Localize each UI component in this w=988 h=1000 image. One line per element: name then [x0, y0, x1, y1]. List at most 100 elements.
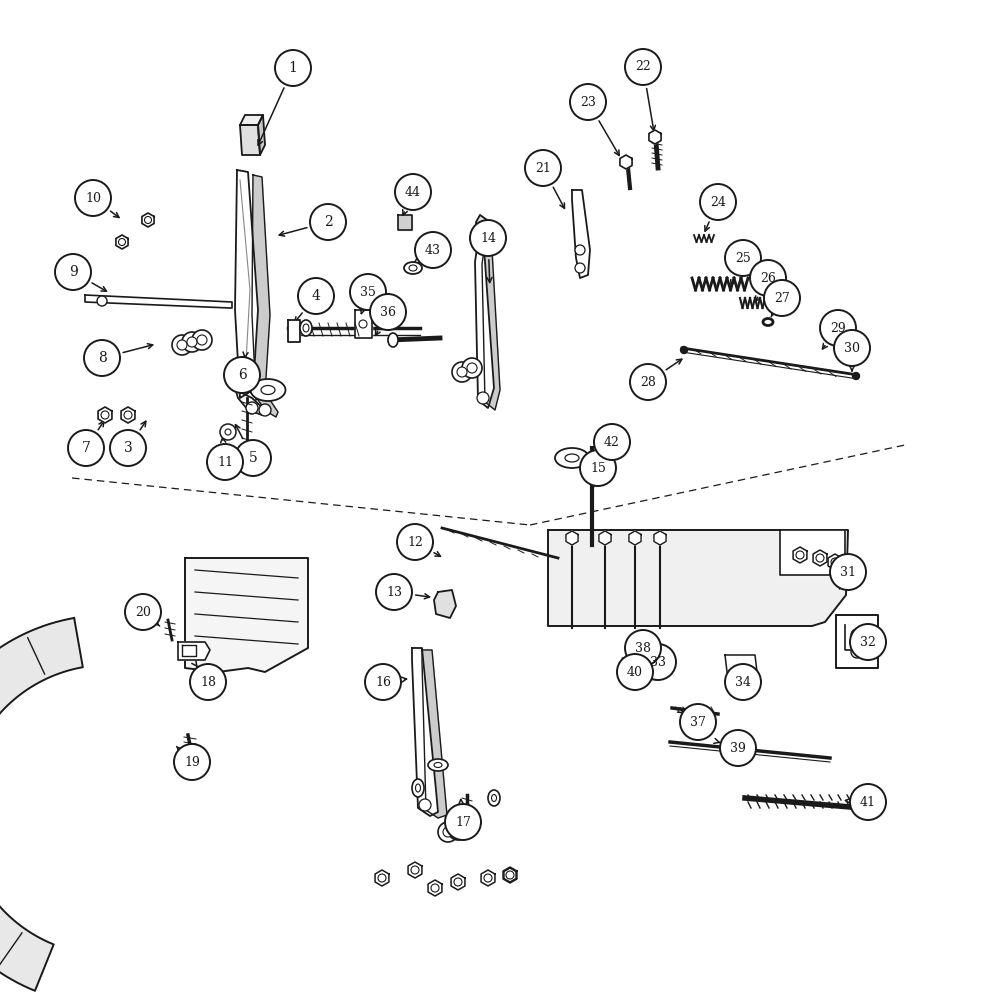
Circle shape [275, 50, 311, 86]
Text: 19: 19 [184, 756, 200, 768]
Circle shape [55, 254, 91, 290]
Text: 2: 2 [324, 215, 332, 229]
Circle shape [419, 799, 431, 811]
Circle shape [750, 260, 786, 296]
Circle shape [592, 464, 608, 480]
Polygon shape [836, 615, 878, 668]
Text: 12: 12 [407, 536, 423, 548]
Polygon shape [408, 862, 422, 878]
Circle shape [298, 278, 334, 314]
Text: 7: 7 [82, 441, 91, 455]
Text: 15: 15 [590, 462, 606, 475]
Text: 3: 3 [124, 441, 132, 455]
Polygon shape [599, 531, 611, 545]
Polygon shape [355, 310, 372, 338]
Polygon shape [504, 868, 516, 882]
Circle shape [725, 240, 761, 276]
Circle shape [235, 440, 271, 476]
Circle shape [640, 644, 676, 680]
Circle shape [725, 664, 761, 700]
Circle shape [97, 296, 107, 306]
Circle shape [850, 624, 886, 660]
Ellipse shape [261, 385, 275, 394]
Text: 25: 25 [735, 251, 751, 264]
Text: 32: 32 [861, 636, 876, 648]
Text: 26: 26 [760, 271, 776, 284]
Circle shape [187, 337, 197, 347]
Circle shape [681, 347, 688, 354]
Circle shape [506, 871, 514, 879]
Circle shape [144, 217, 151, 224]
Polygon shape [412, 648, 438, 816]
Text: 29: 29 [830, 322, 846, 334]
Text: 23: 23 [580, 96, 596, 108]
Circle shape [220, 424, 236, 440]
Polygon shape [142, 213, 154, 227]
Polygon shape [725, 655, 758, 680]
Ellipse shape [404, 262, 422, 274]
Text: 21: 21 [535, 161, 551, 174]
Circle shape [594, 424, 630, 460]
Circle shape [764, 280, 800, 316]
Text: 24: 24 [710, 196, 726, 209]
Circle shape [365, 664, 401, 700]
Polygon shape [654, 531, 666, 545]
Circle shape [570, 84, 606, 120]
Circle shape [580, 450, 616, 486]
Text: 22: 22 [635, 60, 651, 74]
Ellipse shape [428, 759, 448, 771]
Circle shape [820, 310, 856, 346]
Polygon shape [116, 235, 128, 249]
Polygon shape [476, 215, 490, 248]
Polygon shape [503, 867, 517, 883]
Circle shape [831, 558, 839, 566]
Polygon shape [629, 531, 641, 545]
Circle shape [68, 430, 104, 466]
Polygon shape [637, 656, 665, 664]
Polygon shape [185, 558, 308, 672]
Ellipse shape [303, 324, 309, 332]
Text: 34: 34 [735, 676, 751, 688]
Circle shape [190, 664, 226, 700]
Ellipse shape [555, 448, 589, 468]
Circle shape [700, 184, 736, 220]
Ellipse shape [251, 379, 286, 401]
Polygon shape [178, 642, 210, 660]
Ellipse shape [388, 333, 398, 347]
Circle shape [625, 630, 661, 666]
Text: 9: 9 [68, 265, 77, 279]
Circle shape [415, 232, 451, 268]
Text: 20: 20 [135, 605, 151, 618]
Circle shape [172, 335, 192, 355]
Polygon shape [375, 870, 389, 886]
Circle shape [462, 358, 482, 378]
Circle shape [452, 362, 472, 382]
Circle shape [850, 784, 886, 820]
Text: 5: 5 [249, 451, 258, 465]
Circle shape [395, 174, 431, 210]
Polygon shape [566, 531, 578, 545]
Circle shape [177, 340, 187, 350]
Polygon shape [481, 870, 495, 886]
Text: 10: 10 [85, 192, 101, 205]
Polygon shape [240, 125, 260, 155]
Polygon shape [256, 390, 278, 417]
Circle shape [625, 49, 661, 85]
Polygon shape [780, 530, 845, 575]
Text: 13: 13 [386, 585, 402, 598]
Circle shape [484, 874, 492, 882]
Ellipse shape [852, 795, 864, 811]
Circle shape [438, 822, 458, 842]
Text: 30: 30 [844, 342, 860, 355]
Text: 18: 18 [200, 676, 216, 688]
Polygon shape [0, 618, 83, 991]
Circle shape [454, 878, 462, 886]
Polygon shape [235, 388, 265, 415]
Polygon shape [793, 547, 807, 563]
Text: 14: 14 [480, 232, 496, 244]
Text: 37: 37 [690, 716, 706, 728]
Ellipse shape [409, 265, 417, 271]
Circle shape [525, 150, 561, 186]
Polygon shape [258, 115, 265, 155]
Polygon shape [85, 295, 232, 308]
